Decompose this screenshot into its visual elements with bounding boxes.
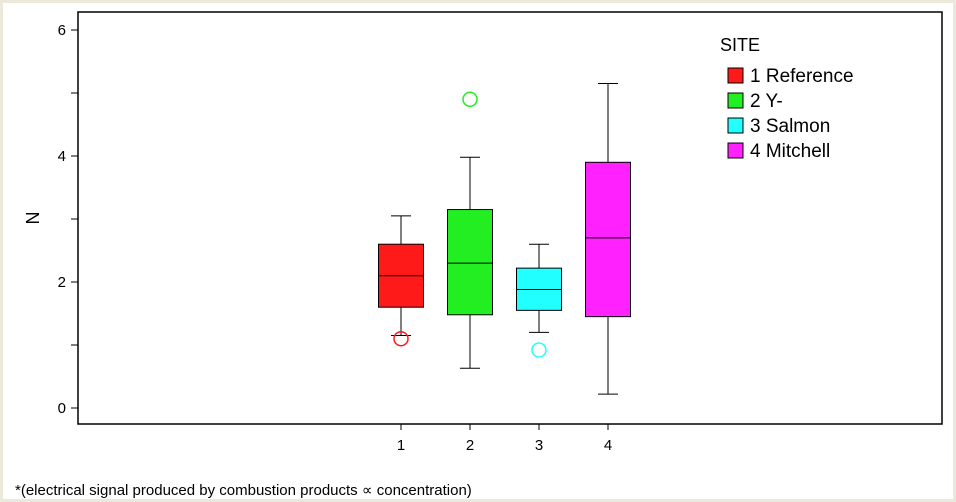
x-tick-label: 4 bbox=[604, 437, 612, 454]
plot-area bbox=[77, 11, 943, 425]
x-axis: 1 2 3 4 bbox=[397, 424, 612, 454]
iqr-box bbox=[585, 161, 631, 318]
legend-entry: 2 Y- bbox=[727, 91, 783, 112]
legend-label: 3 Salmon bbox=[750, 116, 830, 137]
legend-swatch bbox=[727, 142, 744, 159]
footnote: *(electrical signal produced by combusti… bbox=[15, 482, 472, 499]
legend-label: 4 Mitchell bbox=[750, 141, 830, 162]
y-tick-label: 6 bbox=[58, 22, 66, 39]
y-axis-label: N bbox=[23, 212, 43, 225]
legend-entry: 1 Reference bbox=[727, 66, 854, 87]
x-tick-label: 3 bbox=[535, 437, 543, 454]
legend-label: 1 Reference bbox=[750, 66, 854, 87]
legend-swatch bbox=[727, 92, 744, 109]
box-site-2 bbox=[447, 91, 493, 369]
iqr-box bbox=[447, 209, 493, 316]
box-site-4 bbox=[585, 83, 631, 395]
legend-entry: 3 Salmon bbox=[727, 116, 830, 137]
boxplot-chart: 0 2 4 6 1 2 3 4 SITE 1 Reference 2 Y- 3 Salmon 4 M… bbox=[23, 11, 943, 454]
y-axis: 0 2 4 6 bbox=[58, 22, 79, 417]
outlier-point bbox=[462, 91, 478, 108]
y-tick-label: 4 bbox=[58, 148, 66, 165]
legend-entry: 4 Mitchell bbox=[727, 141, 830, 162]
legend-title: SITE bbox=[720, 35, 760, 55]
legend-swatch bbox=[727, 67, 744, 84]
legend-swatch bbox=[727, 117, 744, 134]
x-tick-label: 1 bbox=[397, 437, 405, 454]
box-site-1 bbox=[378, 215, 424, 347]
legend: SITE 1 Reference 2 Y- 3 Salmon 4 Mitchell bbox=[720, 35, 854, 162]
y-tick-label: 0 bbox=[58, 400, 66, 417]
x-tick-label: 2 bbox=[466, 437, 474, 454]
legend-label: 2 Y- bbox=[750, 91, 783, 112]
boxes bbox=[378, 83, 631, 395]
outlier-point bbox=[393, 330, 409, 347]
y-tick-label: 2 bbox=[58, 274, 66, 291]
box-site-3 bbox=[516, 243, 562, 358]
outlier-point bbox=[531, 342, 547, 358]
